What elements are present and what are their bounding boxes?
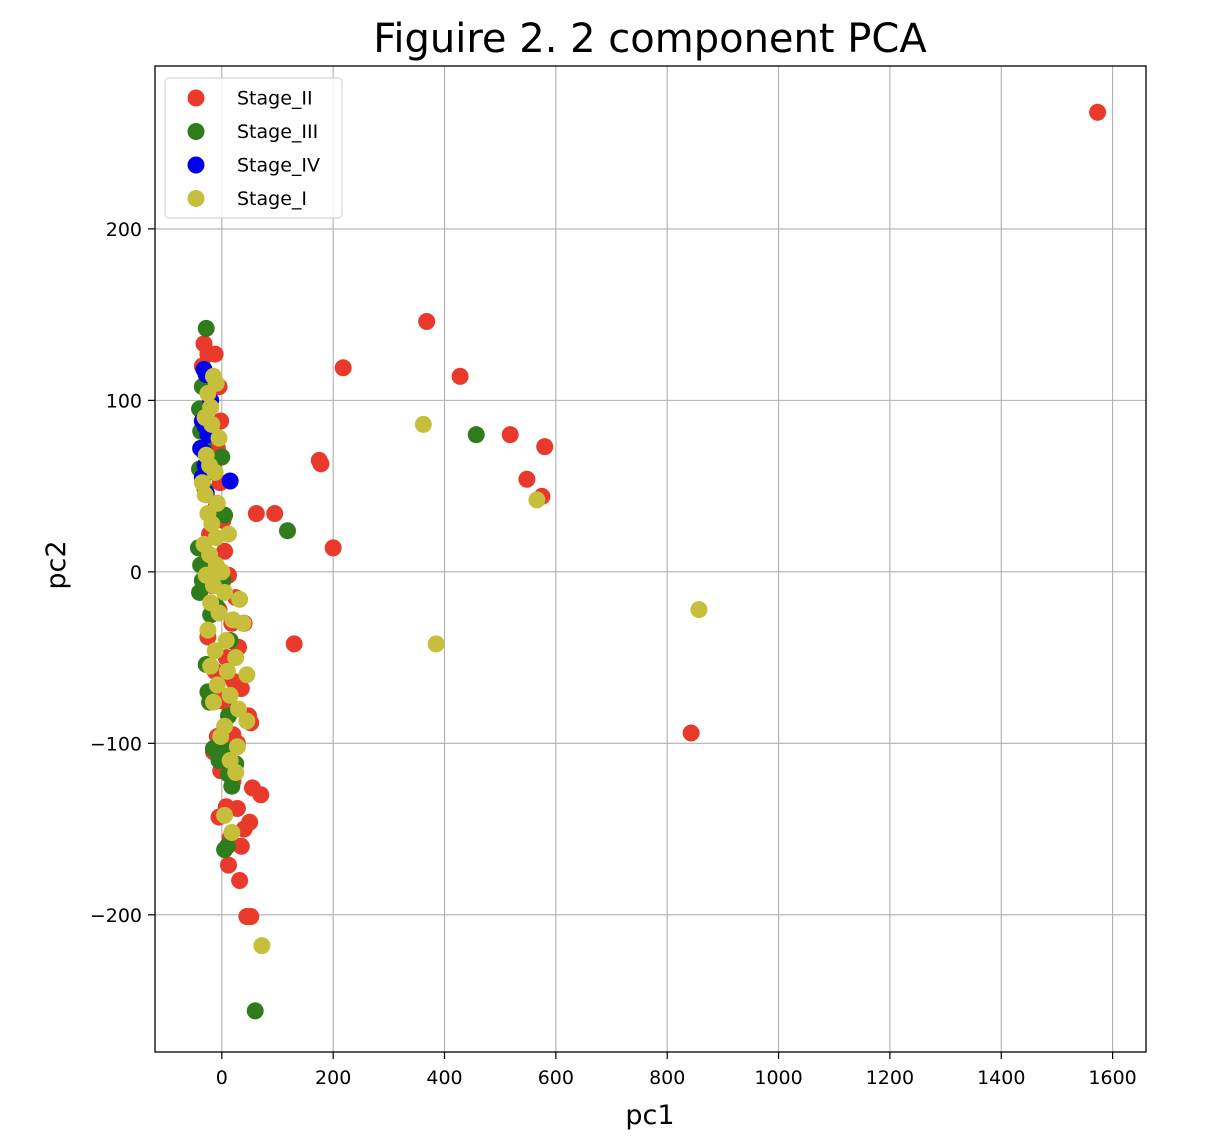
scatter-point [203,415,221,433]
scatter-point [690,601,708,619]
scatter-point [238,712,256,730]
scatter-point [206,345,224,363]
legend-label: Stage_III [237,121,318,143]
scatter-point [213,563,231,581]
legend-items: Stage_II Stage_III Stage_IV Stage_I [187,88,320,210]
chart-title: Figuire 2. 2 component PCA [373,16,927,62]
scatter-point [227,763,245,781]
scatter-point [213,448,231,466]
y-tick-label: 200 [106,219,142,241]
scatter-point [206,463,224,481]
legend-marker [187,89,205,107]
scatter-point [266,505,284,523]
scatter-point [682,724,700,742]
y-tick-label: −100 [90,733,142,755]
x-axis-label: pc1 [625,1100,674,1131]
scatter-point [207,529,225,547]
scatter-point [234,614,252,632]
series-stage-i [193,367,708,955]
x-tick-label: 200 [315,1067,351,1089]
grid-lines [155,66,1146,1052]
x-tick-label: 1400 [977,1067,1025,1089]
scatter-point [223,777,241,795]
scatter-point [247,505,265,523]
scatter-point [238,666,256,684]
x-tick-label: 400 [426,1067,462,1089]
scatter-point [414,415,432,433]
scatter-point [206,642,224,660]
scatter-point [501,426,519,444]
scatter-point [246,1002,264,1020]
y-axis-label: pc2 [41,540,72,589]
scatter-point [221,472,239,490]
scatter-point [199,621,217,639]
scatter-point [334,359,352,377]
y-tick-label: 0 [130,562,142,584]
scatter-point [231,872,249,890]
x-tick-label: 1200 [866,1067,914,1089]
scatter-point [227,649,245,667]
scatter-point [230,700,248,718]
scatter-point [253,937,271,955]
scatter-point [228,738,246,756]
scatter-point [217,631,235,649]
legend-marker [187,156,205,174]
scatter-point [203,515,221,533]
scatter-point [202,657,220,675]
scatter-point [216,542,234,560]
scatter-point [1089,103,1107,121]
y-tick-label: 100 [106,390,142,412]
legend-label: Stage_II [237,88,313,110]
scatter-point [221,686,239,704]
scatter-point [279,522,297,540]
x-tick-label: 0 [216,1067,228,1089]
scatter-point [223,824,241,842]
scatter-point [451,367,469,385]
scatter-point [528,491,546,509]
scatter-point [232,837,250,855]
scatter-point [218,837,236,855]
scatter-point [204,693,222,711]
legend-box [164,77,343,219]
scatter-point [218,662,236,680]
x-tick-label: 1600 [1088,1067,1136,1089]
scatter-point [242,908,260,926]
scatter-point [197,319,215,337]
scatter-point [212,727,230,745]
legend: Stage_II Stage_III Stage_IV Stage_I [164,77,343,219]
legend-label: Stage_IV [237,155,320,177]
scatter-point [312,455,330,473]
scatter-point [210,604,228,622]
scatter-point [427,635,445,653]
scatter-point [536,438,554,456]
scatter-point [208,676,226,694]
plot-frame [154,65,1147,1053]
legend-label: Stage_I [237,188,307,210]
scatter-points [189,103,1107,1020]
axis-ticks: 0 200 400 600 800 1000 1200 1400 1600 −200 −100 0 10… [90,219,1137,1089]
scatter-point [518,470,536,488]
scatter-point [216,583,234,601]
x-tick-label: 600 [538,1067,574,1089]
scatter-point [228,800,246,818]
scatter-point [199,385,217,403]
scatter-point [210,429,228,447]
scatter-point [216,806,234,824]
scatter-point [252,786,270,804]
legend-marker [187,123,205,140]
x-tick-label: 1000 [754,1067,802,1089]
x-tick-label: 800 [649,1067,685,1089]
scatter-point [191,583,209,601]
y-tick-label: −200 [90,905,142,927]
scatter-point [324,539,342,557]
scatter-point [467,426,485,444]
scatter-point [196,486,214,504]
scatter-point [231,590,249,608]
legend-marker [187,190,205,207]
scatter-point [285,635,303,653]
scatter-point [418,313,436,331]
scatter-point [219,856,237,874]
